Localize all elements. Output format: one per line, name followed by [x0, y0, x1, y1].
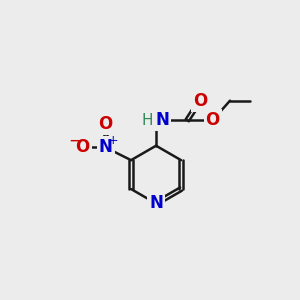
Text: +: + [107, 134, 118, 148]
Text: O: O [98, 116, 113, 134]
Text: −: − [68, 132, 82, 150]
Text: H: H [142, 113, 153, 128]
Text: O: O [206, 111, 220, 129]
Text: O: O [75, 139, 90, 157]
Text: N: N [99, 139, 112, 157]
Text: O: O [193, 92, 207, 110]
Text: N: N [156, 111, 170, 129]
Text: N: N [149, 194, 163, 212]
